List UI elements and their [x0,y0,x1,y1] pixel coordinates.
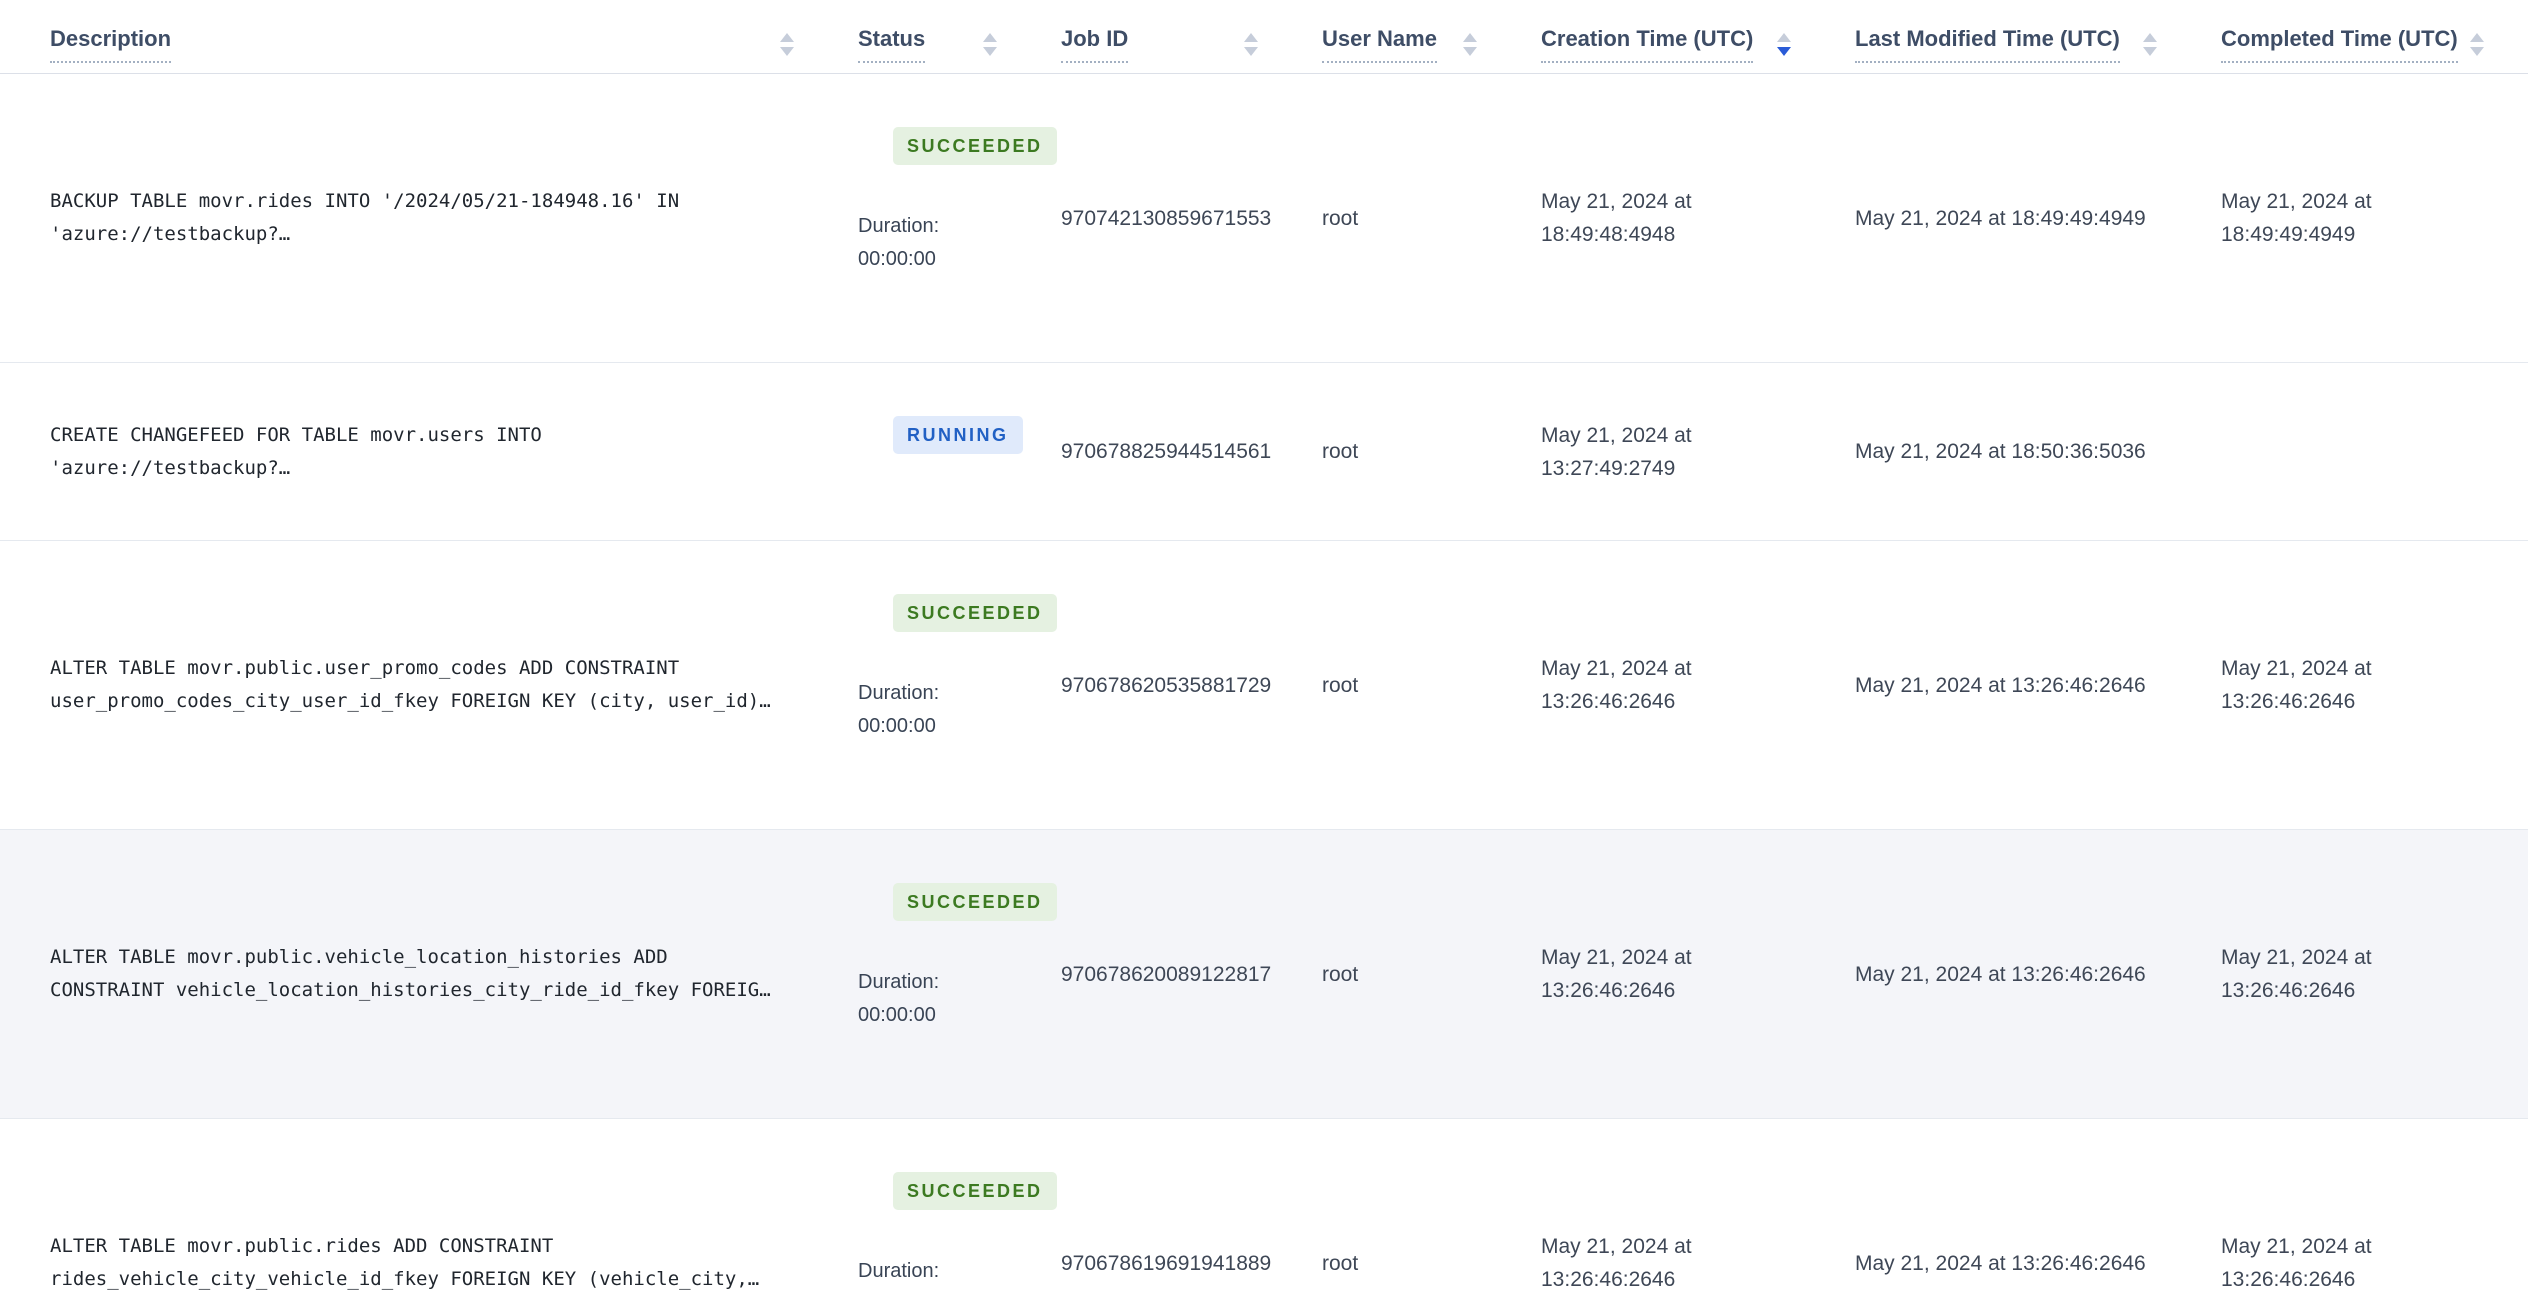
status-cell: RUNNING [808,363,1023,540]
job-id-cell: 970678825944514561 [1061,440,1272,463]
sort-up-arrow-icon [1463,33,1477,42]
table-row[interactable]: ALTER TABLE movr.public.vehicle_location… [0,830,2528,1119]
last-modified-time-cell: May 21, 2024 at 13:26:46:2646 [1855,962,2146,986]
status-badge: SUCCEEDED [893,883,1057,921]
sort-down-arrow-icon [1777,47,1791,56]
sort-icon[interactable] [780,33,794,56]
job-id-cell: 970742130859671553 [1061,206,1272,230]
sort-up-arrow-icon [983,33,997,42]
job-description: CREATE CHANGEFEED FOR TABLE movr.users I… [50,423,542,479]
table-row[interactable]: CREATE CHANGEFEED FOR TABLE movr.users I… [0,363,2528,541]
column-header-description[interactable]: Description [0,0,808,73]
column-label: User Name [1322,26,1437,63]
sort-down-arrow-icon [1463,47,1477,56]
last-modified-time-cell: May 21, 2024 at 13:26:46:2646 [1855,1251,2146,1275]
sort-icon[interactable] [2469,33,2484,56]
column-label: Completed Time (UTC) [2221,26,2458,63]
completed-time-cell: May 21, 2024 at 18:49:49:4949 [2221,190,2372,246]
column-header-last-modified-time[interactable]: Last Modified Time (UTC) [1805,0,2171,73]
user-name-cell: root [1322,673,1359,697]
column-label: Job ID [1061,26,1129,63]
column-label: Last Modified Time (UTC) [1855,26,2120,63]
job-description: ALTER TABLE movr.public.vehicle_location… [50,946,771,1001]
completed-time-cell [2171,432,2528,472]
column-label: Description [50,26,172,63]
column-header-completed-time[interactable]: Completed Time (UTC) [2171,0,2528,73]
status-cell: SUCCEEDED Duration: 00:00:00 [808,74,1057,362]
status-cell: SUCCEEDED Duration: 00:00:00 [808,1119,1057,1292]
sort-up-arrow-icon [2143,33,2157,42]
sort-up-arrow-icon [2469,33,2484,42]
duration-text: Duration: 00:00:00 [858,682,940,737]
last-modified-time-cell: May 21, 2024 at 18:50:36:5036 [1855,440,2146,463]
job-description: BACKUP TABLE movr.rides INTO '/2024/05/2… [50,190,680,245]
duration-text: Duration: 00:00:00 [858,971,940,1026]
status-badge: RUNNING [893,416,1023,454]
user-name-cell: root [1322,962,1359,986]
user-name-cell: root [1322,206,1359,230]
status-cell: SUCCEEDED Duration: 00:00:00 [808,830,1057,1118]
creation-time-cell: May 21, 2024 at 13:26:46:2646 [1541,946,1692,1002]
sort-up-arrow-icon [1244,33,1258,42]
user-name-cell: root [1322,1251,1359,1275]
job-id-cell: 970678619691941889 [1061,1251,1272,1275]
duration-text: Duration: 00:00:00 [858,1260,940,1282]
column-header-status[interactable]: Status [808,0,1011,73]
sort-icon[interactable] [983,33,997,56]
completed-time-cell: May 21, 2024 at 13:26:46:2646 [2221,946,2372,1002]
sort-icon[interactable] [1244,33,1258,56]
table-row[interactable]: ALTER TABLE movr.public.user_promo_codes… [0,541,2528,830]
sort-down-arrow-icon [2143,47,2157,56]
column-label: Status [858,26,926,63]
status-badge: SUCCEEDED [893,594,1057,632]
column-label: Creation Time (UTC) [1541,26,1754,63]
job-id-cell: 970678620535881729 [1061,673,1272,697]
sort-up-arrow-icon [780,33,794,42]
completed-time-cell: May 21, 2024 at 13:26:46:2646 [2221,1235,2372,1291]
column-header-user-name[interactable]: User Name [1272,0,1491,73]
job-description: ALTER TABLE movr.public.rides ADD CONSTR… [50,1235,760,1290]
user-name-cell: root [1322,440,1359,463]
creation-time-cell: May 21, 2024 at 18:49:48:4948 [1541,190,1692,246]
creation-time-cell: May 21, 2024 at 13:26:46:2646 [1541,1235,1692,1291]
sort-icon[interactable] [1463,33,1477,56]
sort-up-arrow-icon [1777,33,1791,42]
table-row[interactable]: ALTER TABLE movr.public.rides ADD CONSTR… [0,1119,2528,1292]
table-row[interactable]: BACKUP TABLE movr.rides INTO '/2024/05/2… [0,74,2528,363]
job-description: ALTER TABLE movr.public.user_promo_codes… [50,657,771,712]
sort-icon[interactable] [2143,33,2157,56]
status-badge: SUCCEEDED [893,127,1057,165]
creation-time-cell: May 21, 2024 at 13:26:46:2646 [1541,657,1692,713]
sort-down-arrow-icon [2469,47,2484,56]
table-header: Description Status Job ID User Name Crea… [0,0,2528,74]
last-modified-time-cell: May 21, 2024 at 13:26:46:2646 [1855,673,2146,697]
creation-time-cell: May 21, 2024 at 13:27:49:2749 [1541,423,1692,480]
status-badge: SUCCEEDED [893,1172,1057,1210]
sort-down-arrow-icon [983,47,997,56]
job-id-cell: 970678620089122817 [1061,962,1272,986]
duration-text: Duration: 00:00:00 [858,215,940,270]
completed-time-cell: May 21, 2024 at 13:26:46:2646 [2221,657,2372,713]
last-modified-time-cell: May 21, 2024 at 18:49:49:4949 [1855,206,2146,230]
column-header-job-id[interactable]: Job ID [1011,0,1272,73]
column-header-creation-time[interactable]: Creation Time (UTC) [1491,0,1805,73]
sort-down-arrow-icon [780,47,794,56]
status-cell: SUCCEEDED Duration: 00:00:00 [808,541,1057,829]
sort-icon[interactable] [1777,33,1791,56]
sort-down-arrow-icon [1244,47,1258,56]
